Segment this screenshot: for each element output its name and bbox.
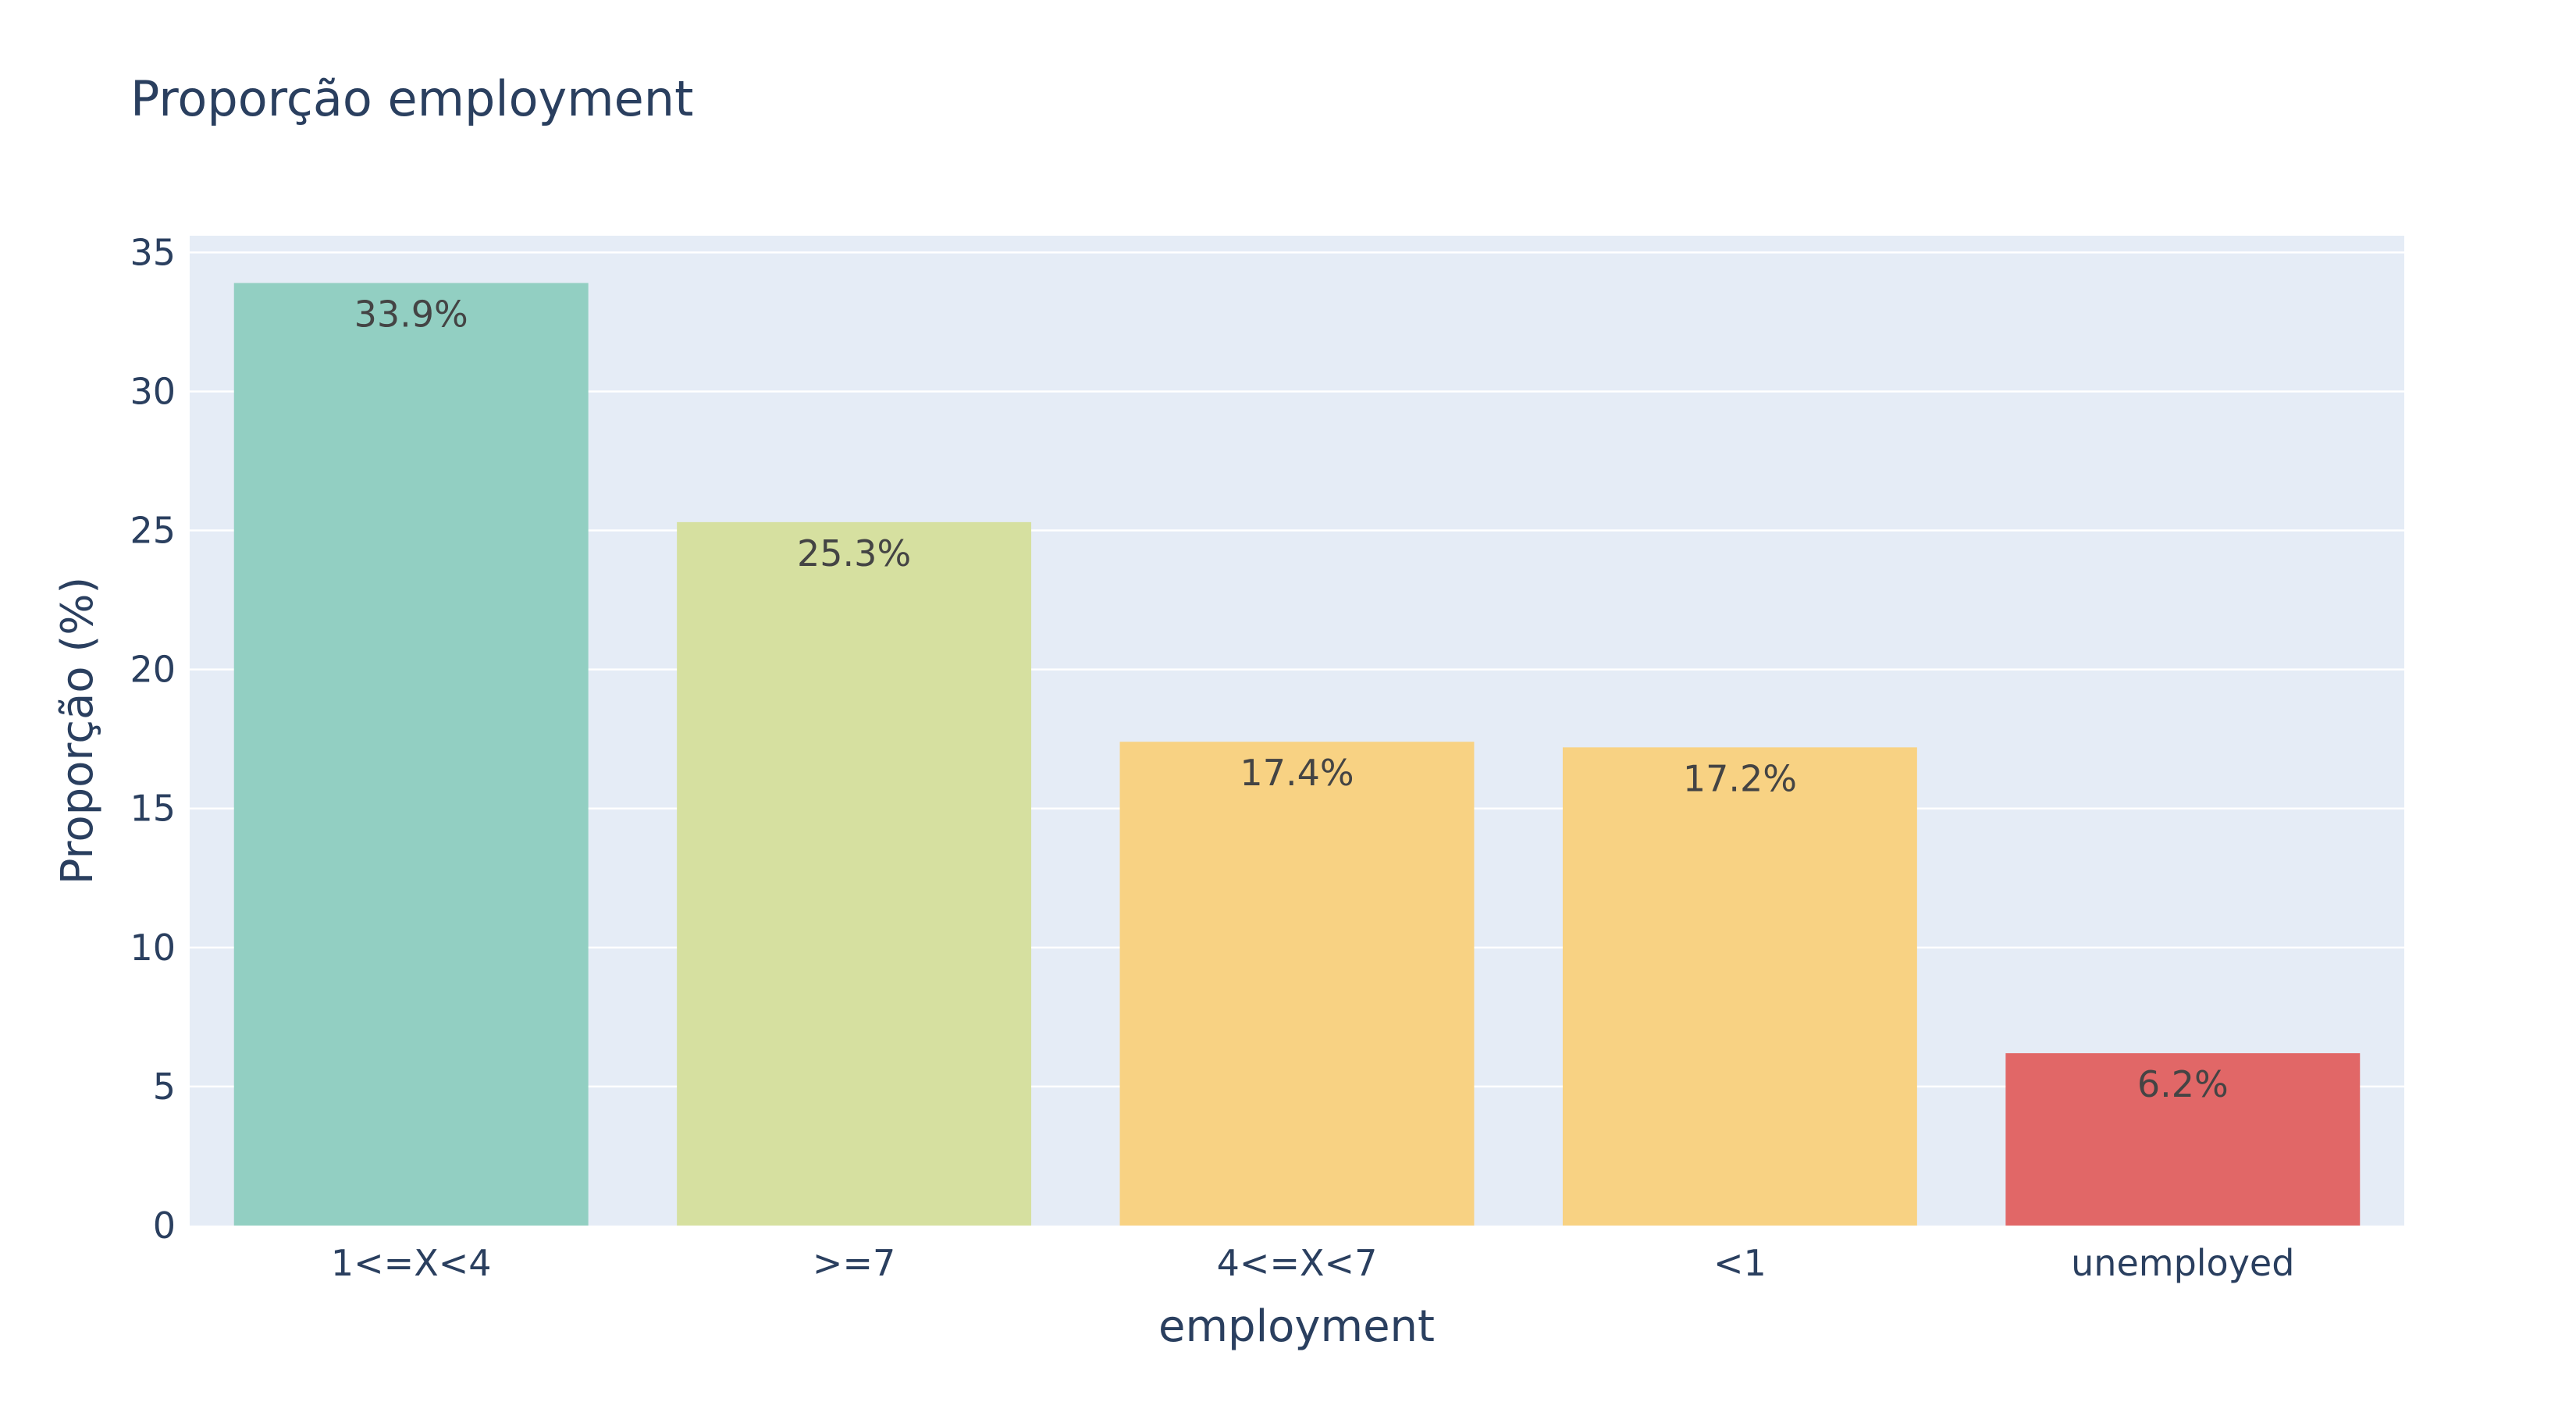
bar-value-label: 17.2% — [1683, 757, 1797, 799]
x-axis-title: employment — [1158, 1301, 1435, 1352]
bar-value-label: 6.2% — [2137, 1063, 2229, 1105]
y-tick-label: 25 — [130, 510, 176, 552]
y-tick-label: 0 — [153, 1204, 176, 1247]
y-tick-label: 20 — [130, 649, 176, 691]
bar — [233, 283, 589, 1226]
x-tick-label: 4<=X<7 — [1217, 1242, 1378, 1284]
y-tick-label: 15 — [130, 788, 176, 830]
y-tick-label: 35 — [130, 231, 176, 273]
x-axis-ticks: 1<=X<4 >=7 4<=X<7 <1 unemployed — [331, 1242, 2295, 1284]
y-axis-title: Proporção (%) — [52, 577, 103, 885]
bar — [677, 521, 1032, 1226]
bar-value-label: 25.3% — [797, 532, 911, 575]
x-tick-label: 1<=X<4 — [331, 1242, 492, 1284]
y-tick-label: 10 — [130, 927, 176, 969]
bar-value-label: 33.9% — [354, 294, 468, 336]
x-tick-label: <1 — [1713, 1242, 1767, 1284]
y-tick-label: 5 — [153, 1066, 176, 1108]
bar — [1562, 747, 1917, 1226]
bars: 33.9% 25.3% 17.4% 17.2% 6.2% — [233, 283, 2361, 1226]
bar-value-label: 17.4% — [1240, 752, 1354, 794]
y-axis-ticks: 0 5 10 15 20 25 30 35 — [130, 231, 176, 1247]
chart-title: Proporção employment — [130, 70, 693, 127]
y-tick-label: 30 — [130, 370, 176, 412]
x-tick-label: >=7 — [813, 1242, 895, 1284]
x-tick-label: unemployed — [2071, 1242, 2294, 1284]
bar — [2005, 1053, 2361, 1226]
bar — [1119, 742, 1475, 1226]
